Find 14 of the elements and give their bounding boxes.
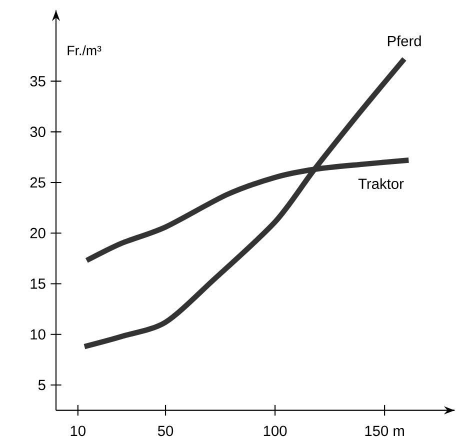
x-tick-label: 100 bbox=[264, 426, 287, 436]
series-label: Pferd bbox=[388, 35, 421, 46]
y-axis-title: Fr./m³ bbox=[68, 45, 102, 56]
y-tick-label: 15 bbox=[30, 278, 46, 289]
y-tick-label: 30 bbox=[30, 126, 46, 138]
y-tick-label: 35 bbox=[30, 76, 46, 86]
y-tick-label: 10 bbox=[30, 329, 46, 340]
y-tick-label: 25 bbox=[30, 177, 46, 188]
x-tick-label: 150 m bbox=[365, 426, 404, 436]
x-tick-label: 50 bbox=[158, 426, 174, 436]
series-label: Traktor bbox=[358, 178, 404, 190]
y-tick-label: 5 bbox=[38, 380, 46, 390]
y-tick-label: 20 bbox=[30, 228, 46, 238]
x-tick-label: 10 bbox=[70, 426, 86, 436]
